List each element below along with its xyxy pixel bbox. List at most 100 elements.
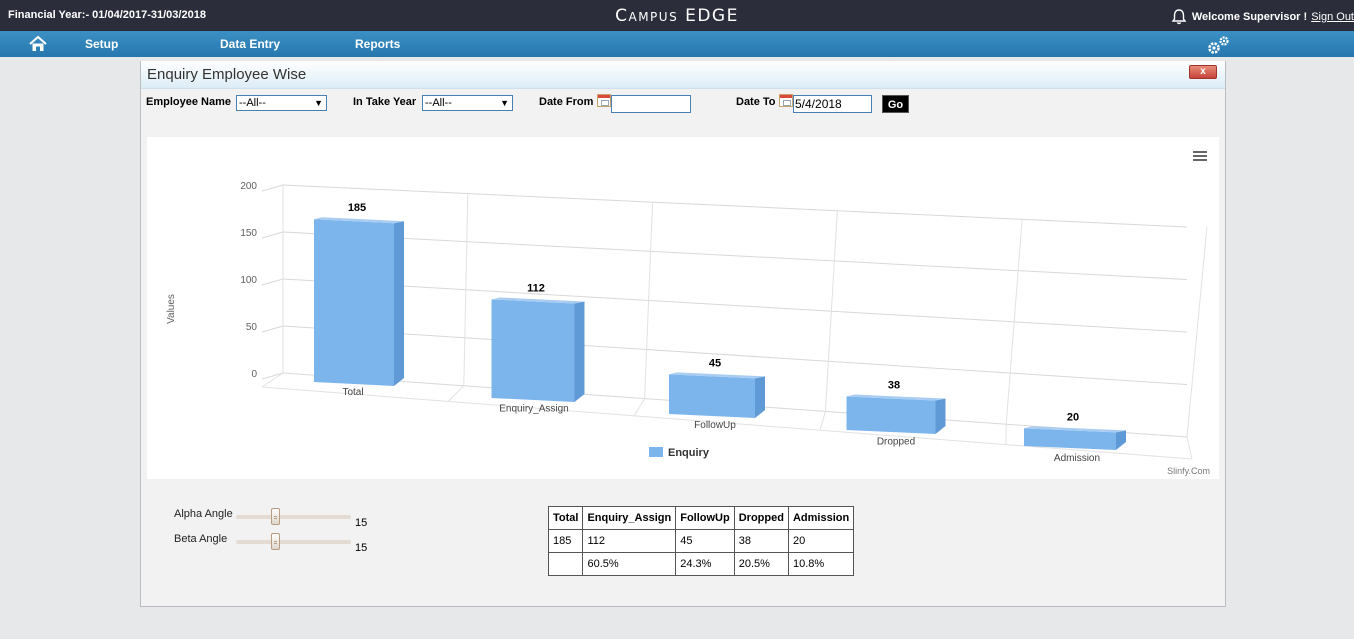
- bar-side: [394, 221, 404, 386]
- table-header-cell: Enquiry_Assign: [582, 506, 677, 530]
- top-bar: Financial Year:- 01/04/2017-31/03/2018 C…: [0, 0, 1354, 31]
- dropdown-arrow-icon: ▼: [314, 98, 323, 108]
- bell-icon[interactable]: [1170, 8, 1188, 26]
- x-tick-label: Total: [342, 387, 363, 398]
- table-cell: 10.8%: [787, 552, 855, 576]
- table-cell: 20.5%: [733, 552, 789, 576]
- date-from-input[interactable]: [611, 95, 691, 113]
- bar: [1024, 428, 1116, 450]
- table-header-cell: Dropped: [733, 506, 789, 530]
- gridline: [463, 193, 469, 386]
- table-cell: 185: [547, 529, 584, 553]
- y-axis-title: Values: [166, 294, 177, 324]
- bar: [314, 219, 394, 386]
- data-label: 185: [348, 202, 366, 214]
- gridline: [1186, 436, 1193, 460]
- legend-swatch: [649, 447, 663, 457]
- bar: [491, 299, 575, 402]
- data-label: 20: [1067, 411, 1079, 423]
- intake-year-select[interactable]: --All-- ▼: [422, 95, 513, 111]
- gridline: [261, 325, 284, 333]
- y-tick-label: 0: [251, 369, 257, 380]
- close-button[interactable]: x: [1189, 65, 1217, 79]
- gridline: [282, 325, 1188, 385]
- user-area: Welcome Supervisor ! Sign Out: [1170, 8, 1354, 26]
- bar-side: [1116, 430, 1126, 450]
- window-title: Enquiry Employee Wise: [147, 66, 307, 83]
- financial-year: Financial Year:- 01/04/2017-31/03/2018: [8, 9, 206, 21]
- employee-name-select[interactable]: --All-- ▼: [236, 95, 327, 111]
- welcome-text: Welcome Supervisor !: [1191, 11, 1308, 23]
- x-tick-label: Dropped: [877, 437, 915, 448]
- bar-side: [935, 398, 946, 434]
- bar-top: [669, 372, 765, 379]
- table-header-cell: Admission: [787, 506, 855, 530]
- nav-setup[interactable]: Setup: [85, 37, 119, 51]
- legend-label: Enquiry: [668, 447, 710, 459]
- gears-icon[interactable]: [1206, 34, 1232, 56]
- table-header-cell: FollowUp: [675, 506, 735, 530]
- gridline: [261, 231, 284, 239]
- data-label: 112: [527, 282, 545, 294]
- bar-top: [314, 217, 404, 224]
- x-tick-label: Admission: [1054, 453, 1100, 464]
- gridline: [644, 201, 654, 399]
- y-tick-label: 200: [240, 181, 257, 192]
- intake-year-value: --All--: [425, 97, 452, 109]
- gridline: [282, 184, 1188, 228]
- table-cell: [547, 552, 584, 576]
- table-header-cell: Total: [547, 506, 584, 530]
- main-nav: Setup Data Entry Reports: [0, 31, 1354, 57]
- beta-angle-value: 15: [355, 542, 368, 554]
- x-tick-label: FollowUp: [694, 420, 736, 431]
- employee-name-label: Employee Name: [146, 96, 231, 108]
- calendar-icon[interactable]: [597, 94, 611, 107]
- bar: [846, 396, 936, 434]
- bar-top: [491, 297, 585, 304]
- alpha-angle-slider[interactable]: [236, 508, 351, 525]
- report-window: Enquiry Employee Wise x Employee Name --…: [140, 61, 1226, 607]
- chart-credit[interactable]: Slinfy.Com: [1167, 466, 1210, 476]
- y-tick-label: 100: [240, 275, 257, 286]
- gridline: [1186, 226, 1208, 438]
- date-to-label: Date To: [736, 96, 776, 108]
- table-cell: 112: [582, 529, 677, 553]
- bar-side: [755, 376, 765, 418]
- beta-angle-label: Beta Angle: [174, 533, 228, 545]
- gridline: [282, 278, 1188, 333]
- nav-reports[interactable]: Reports: [355, 37, 401, 51]
- table-cell: 24.3%: [675, 552, 735, 576]
- dropdown-arrow-icon: ▼: [500, 98, 509, 108]
- data-label: 45: [709, 357, 721, 369]
- beta-slider-thumb[interactable]: [271, 533, 280, 550]
- table-cell: 60.5%: [582, 552, 677, 576]
- date-from-label: Date From: [539, 96, 594, 108]
- data-label: 38: [888, 380, 900, 392]
- gridline: [447, 385, 465, 402]
- home-icon[interactable]: [28, 35, 48, 53]
- go-button[interactable]: Go: [882, 95, 909, 113]
- alpha-angle-value: 15: [355, 517, 368, 529]
- summary-table: Total Enquiry_Assign FollowUp Dropped Ad…: [547, 506, 855, 576]
- date-to-input[interactable]: 5/4/2018: [793, 95, 872, 113]
- alpha-slider-thumb[interactable]: [271, 508, 280, 525]
- nav-data-entry[interactable]: Data Entry: [220, 37, 281, 51]
- calendar-icon[interactable]: [779, 94, 793, 107]
- gridline: [824, 210, 838, 412]
- table-header-row: Total Enquiry_Assign FollowUp Dropped Ad…: [547, 506, 855, 530]
- gridline: [1005, 218, 1023, 425]
- table-row: 185 112 45 38 20: [547, 529, 855, 553]
- bar-top: [1024, 426, 1126, 433]
- chart-menu-icon[interactable]: [1193, 151, 1207, 163]
- gridline: [282, 231, 1188, 280]
- gridline: [261, 184, 284, 192]
- table-cell: 20: [787, 529, 855, 553]
- beta-angle-slider[interactable]: [236, 533, 351, 550]
- brand-logo: Campus EDGE: [615, 6, 739, 26]
- sign-out-link[interactable]: Sign Out: [1311, 11, 1354, 23]
- gridline: [261, 386, 1193, 460]
- bar-top: [846, 394, 946, 401]
- y-tick-label: 150: [240, 228, 257, 239]
- gridline: [633, 398, 646, 417]
- x-tick-label: Enquiry_Assign: [499, 404, 568, 415]
